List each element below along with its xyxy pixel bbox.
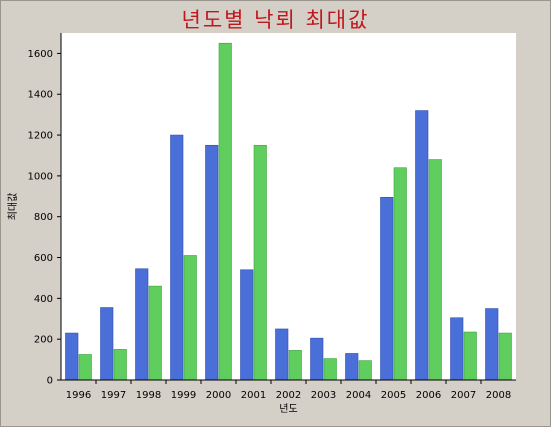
bar-2008-series1: [485, 308, 499, 381]
axes-layer: 0 200 400 600 800 1000 1200 1400 1600 1996 1997 199…: [28, 33, 516, 401]
x-tick-label: 1999: [171, 390, 196, 401]
bar-1999-series2: [183, 255, 197, 381]
bar-2006-series2: [428, 159, 442, 381]
x-tick-label: 2005: [381, 390, 406, 401]
plot-area: [61, 33, 516, 380]
bar-2000-series1: [205, 144, 219, 381]
bar-2002-series1: [275, 328, 289, 381]
x-tick-label: 2007: [451, 390, 476, 401]
y-tick-label: 600: [34, 253, 53, 264]
bar-2005-series2: [393, 167, 407, 381]
bar-2007-series1: [450, 317, 464, 381]
y-tick-label: 1200: [28, 131, 53, 142]
bar-1996-series1: [65, 332, 79, 381]
bars-layer: [65, 42, 512, 381]
y-tick-label: 1400: [28, 90, 53, 101]
x-tick-label: 1996: [66, 390, 91, 401]
y-tick-label: 400: [34, 294, 53, 305]
x-tick-label: 1997: [101, 390, 126, 401]
bar-2002-series2: [288, 350, 302, 381]
bar-1998-series1: [135, 268, 149, 381]
bar-1996-series2: [78, 354, 92, 381]
y-axis-title: 최대값: [7, 193, 19, 221]
bar-2007-series2: [463, 331, 477, 381]
bar-2000-series2: [218, 42, 232, 381]
x-tick-label: 2000: [206, 390, 231, 401]
bar-1997-series2: [113, 349, 127, 381]
bar-2004-series1: [345, 353, 359, 381]
y-tick-label: 1600: [28, 49, 53, 60]
bar-2001-series1: [240, 269, 254, 381]
x-tick-label: 2004: [346, 390, 371, 401]
y-tick-label: 800: [34, 212, 53, 223]
x-tick-label: 1998: [136, 390, 161, 401]
x-tick-label: 2002: [276, 390, 301, 401]
bar-2003-series1: [310, 337, 324, 381]
x-tick-label: 2006: [416, 390, 441, 401]
x-tick-label: 2008: [486, 390, 511, 401]
chart-title: 년도별 낙뢰 최대값: [181, 8, 370, 32]
bar-2005-series1: [380, 197, 394, 381]
bar-2003-series2: [323, 358, 337, 381]
bar-2006-series1: [415, 110, 429, 381]
bar-1997-series1: [100, 307, 114, 381]
bar-1998-series2: [148, 285, 162, 381]
bar-1999-series1: [170, 134, 184, 381]
x-axis-title: 년도: [279, 403, 297, 415]
y-tick-label: 0: [47, 376, 53, 387]
bar-2008-series2: [498, 332, 512, 381]
y-tick-label: 1000: [28, 171, 53, 182]
y-tick-label: 200: [34, 335, 53, 346]
x-tick-label: 2001: [241, 390, 266, 401]
bar-2004-series2: [358, 360, 372, 381]
bar-2001-series2: [253, 144, 267, 381]
x-tick-label: 2003: [311, 390, 336, 401]
